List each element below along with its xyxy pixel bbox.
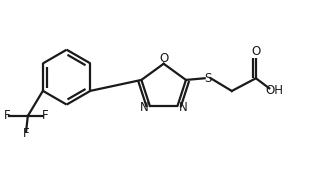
Text: F: F (42, 109, 49, 122)
Text: N: N (179, 101, 188, 114)
Text: O: O (159, 52, 168, 65)
Text: OH: OH (266, 84, 284, 97)
Text: F: F (23, 127, 29, 140)
Text: S: S (204, 72, 211, 85)
Text: N: N (140, 101, 149, 114)
Text: F: F (4, 109, 10, 122)
Text: O: O (251, 45, 260, 58)
